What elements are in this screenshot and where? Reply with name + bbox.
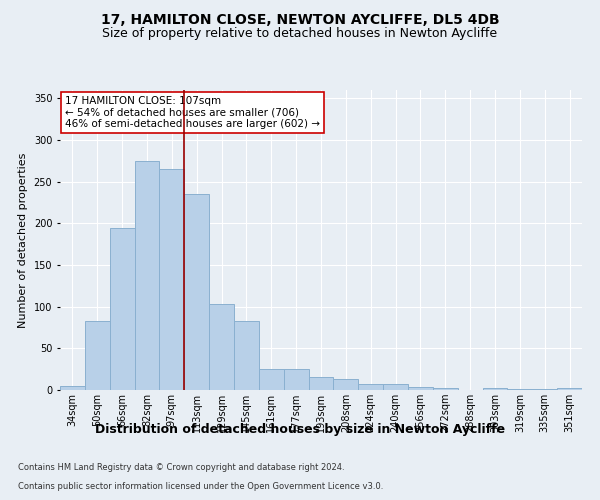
Bar xyxy=(284,369,308,390)
Y-axis label: Number of detached properties: Number of detached properties xyxy=(18,152,28,328)
Text: Contains public sector information licensed under the Open Government Licence v3: Contains public sector information licen… xyxy=(18,482,383,491)
Bar xyxy=(557,388,582,390)
Bar xyxy=(358,384,383,390)
Text: Distribution of detached houses by size in Newton Aycliffe: Distribution of detached houses by size … xyxy=(95,422,505,436)
Bar xyxy=(433,388,458,390)
Bar xyxy=(209,304,234,390)
Bar xyxy=(508,389,532,390)
Bar xyxy=(160,169,184,390)
Bar xyxy=(110,228,134,390)
Bar xyxy=(532,389,557,390)
Bar xyxy=(482,388,508,390)
Bar xyxy=(259,369,284,390)
Bar xyxy=(308,376,334,390)
Text: 17, HAMILTON CLOSE, NEWTON AYCLIFFE, DL5 4DB: 17, HAMILTON CLOSE, NEWTON AYCLIFFE, DL5… xyxy=(101,12,499,26)
Bar xyxy=(383,384,408,390)
Bar xyxy=(184,194,209,390)
Bar xyxy=(334,379,358,390)
Text: 17 HAMILTON CLOSE: 107sqm
← 54% of detached houses are smaller (706)
46% of semi: 17 HAMILTON CLOSE: 107sqm ← 54% of detac… xyxy=(65,96,320,129)
Bar xyxy=(234,321,259,390)
Bar xyxy=(134,161,160,390)
Bar xyxy=(60,386,85,390)
Text: Size of property relative to detached houses in Newton Aycliffe: Size of property relative to detached ho… xyxy=(103,28,497,40)
Bar xyxy=(85,321,110,390)
Bar xyxy=(408,386,433,390)
Text: Contains HM Land Registry data © Crown copyright and database right 2024.: Contains HM Land Registry data © Crown c… xyxy=(18,464,344,472)
